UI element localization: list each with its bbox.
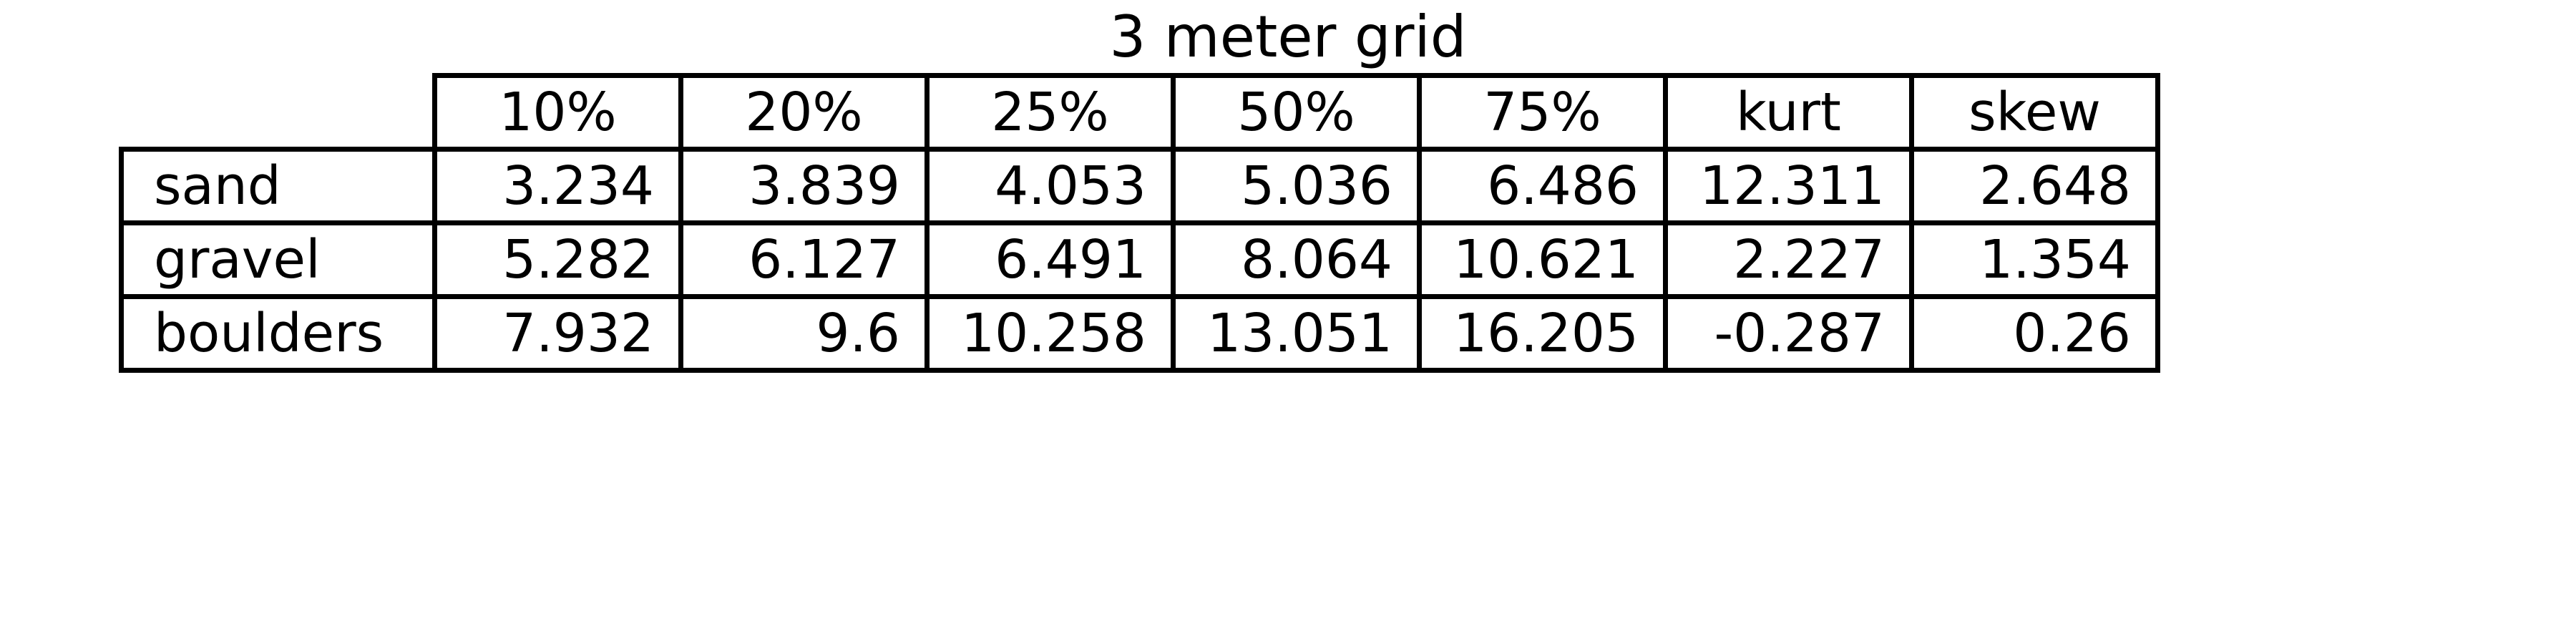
table-cell: 0.26 [1909,294,2160,373]
column-header-10pct: 10% [432,73,683,152]
table-cell: 4.053 [924,147,1176,225]
table-cell: 10.258 [924,294,1176,373]
table-cell: 13.051 [1171,294,1422,373]
table-title: 3 meter grid [1109,4,1467,70]
table-cell: 5.036 [1171,147,1422,225]
column-header-50pct: 50% [1171,73,1422,152]
table-cell: 6.491 [924,220,1176,299]
header-row: 10% 20% 25% 50% 75% kurt skew [121,73,2160,152]
table-cell: 6.127 [678,220,930,299]
table-cell: 16.205 [1417,294,1668,373]
data-table: 10% 20% 25% 50% 75% kurt skew sand 3.234… [119,73,2160,373]
column-header-20pct: 20% [678,73,930,152]
table-cell: 3.234 [432,147,683,225]
table-cell: 12.311 [1663,147,1914,225]
table-cell: 1.354 [1909,220,2160,299]
corner-cell [121,75,437,152]
row-label-gravel: gravel [119,220,437,299]
table-cell: 6.486 [1417,147,1668,225]
table-cell: 2.648 [1909,147,2160,225]
table-cell: 7.932 [432,294,683,373]
table-cell: 2.227 [1663,220,1914,299]
column-header-skew: skew [1909,73,2160,152]
column-header-kurt: kurt [1663,73,1914,152]
table-cell: 8.064 [1171,220,1422,299]
table-row-sand: sand 3.234 3.839 4.053 5.036 6.486 12.31… [119,147,2160,225]
table-cell: -0.287 [1663,294,1914,373]
column-header-75pct: 75% [1417,73,1668,152]
table-cell: 3.839 [678,147,930,225]
table-cell: 10.621 [1417,220,1668,299]
table-row-gravel: gravel 5.282 6.127 6.491 8.064 10.621 2.… [119,220,2160,299]
row-label-sand: sand [119,147,437,225]
column-header-25pct: 25% [924,73,1176,152]
row-label-boulders: boulders [119,294,437,373]
table-cell: 9.6 [678,294,930,373]
table-cell: 5.282 [432,220,683,299]
table-row-boulders: boulders 7.932 9.6 10.258 13.051 16.205 … [119,294,2160,373]
